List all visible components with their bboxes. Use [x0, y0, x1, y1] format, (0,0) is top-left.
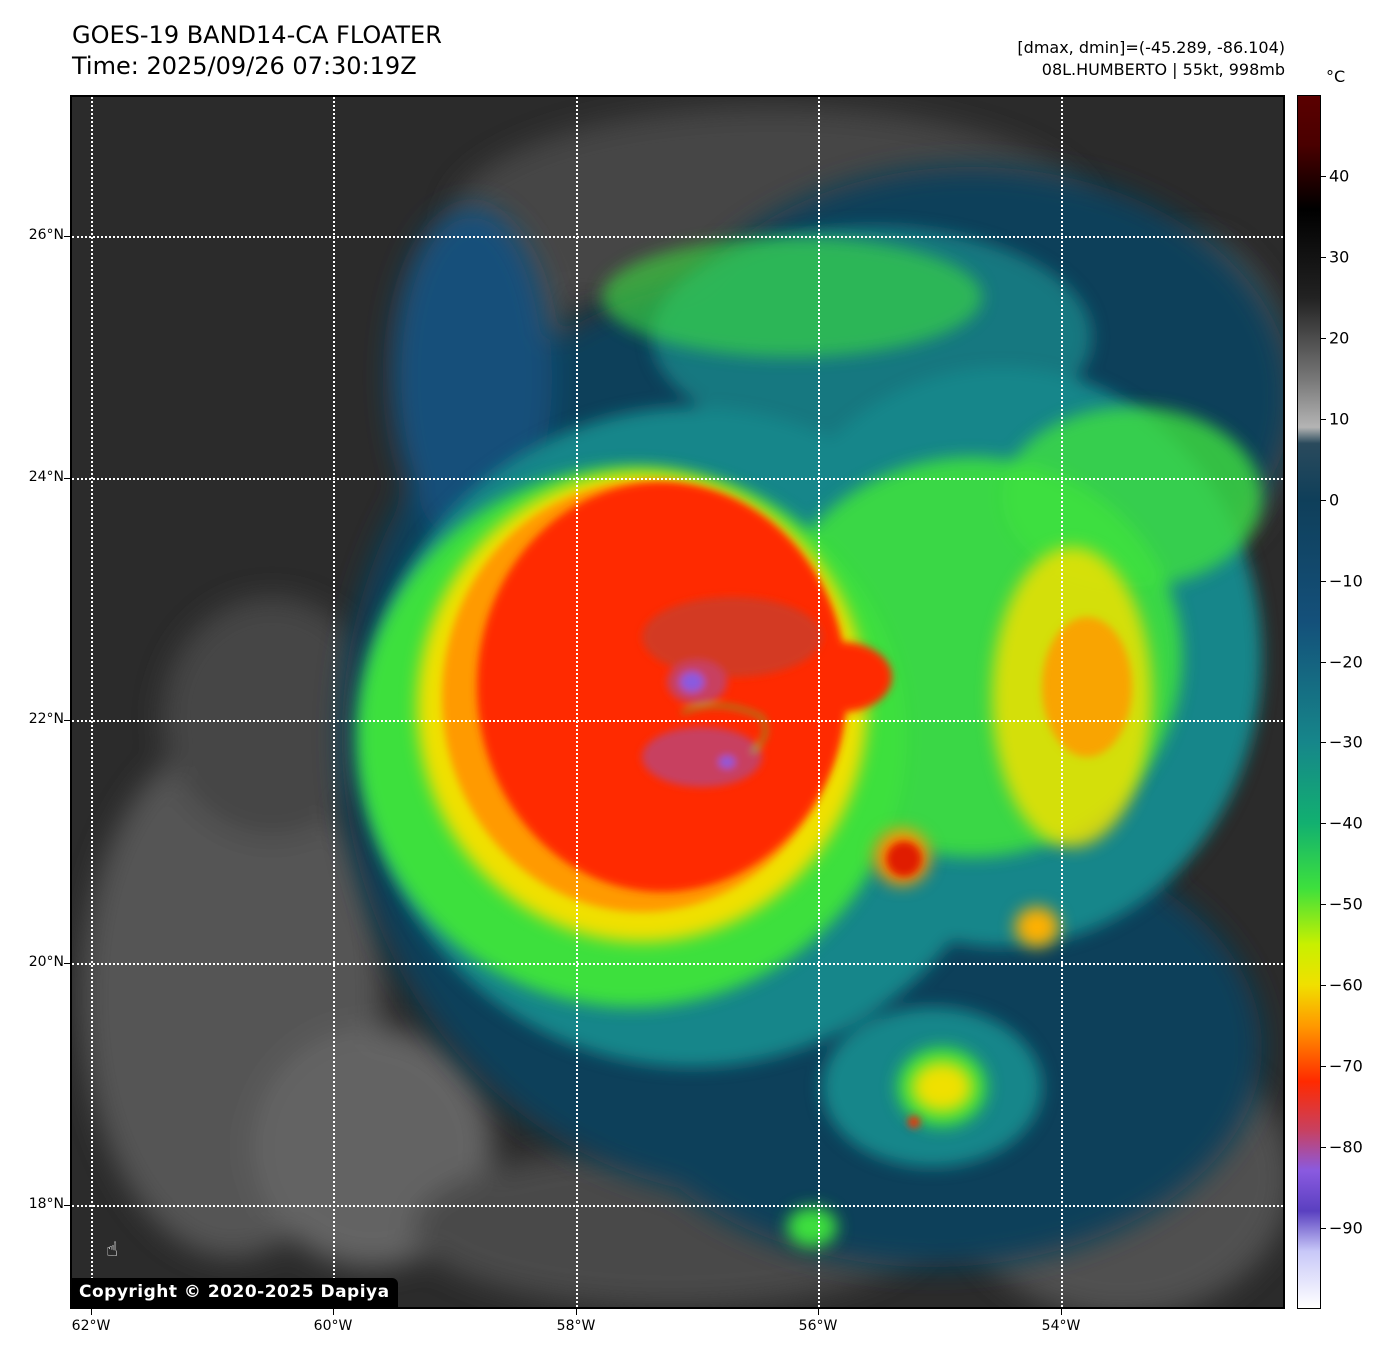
lat-tick [64, 236, 70, 237]
meridian-60w [333, 97, 335, 1307]
dmax-dmin-readout: [dmax, dmin]=(-45.289, -86.104) [1017, 38, 1285, 57]
colorbar-tick-label: −40 [1329, 813, 1363, 833]
lon-tick [333, 1309, 334, 1315]
colorbar-tick-label: −30 [1329, 732, 1363, 752]
colorbar-tick [1321, 661, 1326, 663]
satellite-map[interactable]: ☝ Copyright © 2020-2025 Dapiya [70, 95, 1285, 1309]
parallel-24n [72, 478, 1283, 480]
lat-tick [64, 1205, 70, 1206]
lat-label-26n: 26°N [28, 227, 64, 243]
lat-tick [64, 963, 70, 964]
lon-label-60w: 60°W [313, 1318, 353, 1334]
lon-tick [576, 1309, 577, 1315]
lat-label-22n: 22°N [28, 711, 64, 727]
parallel-18n [72, 1205, 1283, 1207]
colorbar-tick [1321, 418, 1326, 420]
colorbar-unit: °C [1326, 67, 1346, 86]
lat-label-18n: 18°N [28, 1196, 64, 1212]
lat-tick [64, 720, 70, 721]
parallel-26n [72, 236, 1283, 238]
colorbar-tick-label: −90 [1329, 1218, 1363, 1238]
colorbar-tick-label: 20 [1329, 328, 1350, 348]
colorbar-tick-label: −60 [1329, 975, 1363, 995]
colorbar-tick [1321, 823, 1326, 825]
colorbar-tick-label: 40 [1329, 166, 1350, 186]
meridian-54w [1061, 97, 1063, 1307]
parallel-20n [72, 963, 1283, 965]
island-outline-icon: ☝ [106, 1237, 119, 1261]
colorbar-tick [1321, 985, 1326, 987]
lat-label-24n: 24°N [28, 469, 64, 485]
timestamp: Time: 2025/09/26 07:30:19Z [72, 52, 417, 80]
colorbar-tick [1321, 1066, 1326, 1068]
colorbar-tick [1321, 1228, 1326, 1230]
lon-tick [818, 1309, 819, 1315]
colorbar-tick-label: −70 [1329, 1056, 1363, 1076]
lon-label-54w: 54°W [1041, 1318, 1081, 1334]
colorbar-tick-label: −10 [1329, 571, 1363, 591]
storm-info: 08L.HUMBERTO | 55kt, 998mb [1041, 60, 1285, 79]
lon-label-56w: 56°W [798, 1318, 838, 1334]
colorbar-tick-label: 0 [1329, 490, 1340, 510]
meridian-62w [91, 97, 93, 1307]
colorbar-tick-label: 10 [1329, 409, 1350, 429]
lat-tick [64, 478, 70, 479]
colorbar-tick [1321, 580, 1326, 582]
colorbar-tick [1321, 175, 1326, 177]
chart-title: GOES-19 BAND14-CA FLOATER [72, 21, 442, 49]
meridian-56w [818, 97, 820, 1307]
colorbar-tick [1321, 337, 1326, 339]
colorbar-tick [1321, 499, 1326, 501]
colorbar-tick-label: −80 [1329, 1137, 1363, 1157]
lon-tick [91, 1309, 92, 1315]
parallel-22n [72, 720, 1283, 722]
colorbar-tick-label: −20 [1329, 652, 1363, 672]
meridian-58w [576, 97, 578, 1307]
colorbar-tick [1321, 904, 1326, 906]
lon-label-58w: 58°W [556, 1318, 596, 1334]
lon-tick [1061, 1309, 1062, 1315]
temperature-colorbar [1297, 95, 1321, 1309]
ir-imagery [72, 97, 1283, 1307]
copyright-notice: Copyright © 2020-2025 Dapiya [72, 1278, 398, 1307]
colorbar-tick [1321, 742, 1326, 744]
lat-label-20n: 20°N [28, 954, 64, 970]
lon-label-62w: 62°W [71, 1318, 111, 1334]
colorbar-tick-label: 30 [1329, 247, 1350, 267]
colorbar-tick [1321, 256, 1326, 258]
colorbar-tick [1321, 1147, 1326, 1149]
colorbar-tick-label: −50 [1329, 894, 1363, 914]
